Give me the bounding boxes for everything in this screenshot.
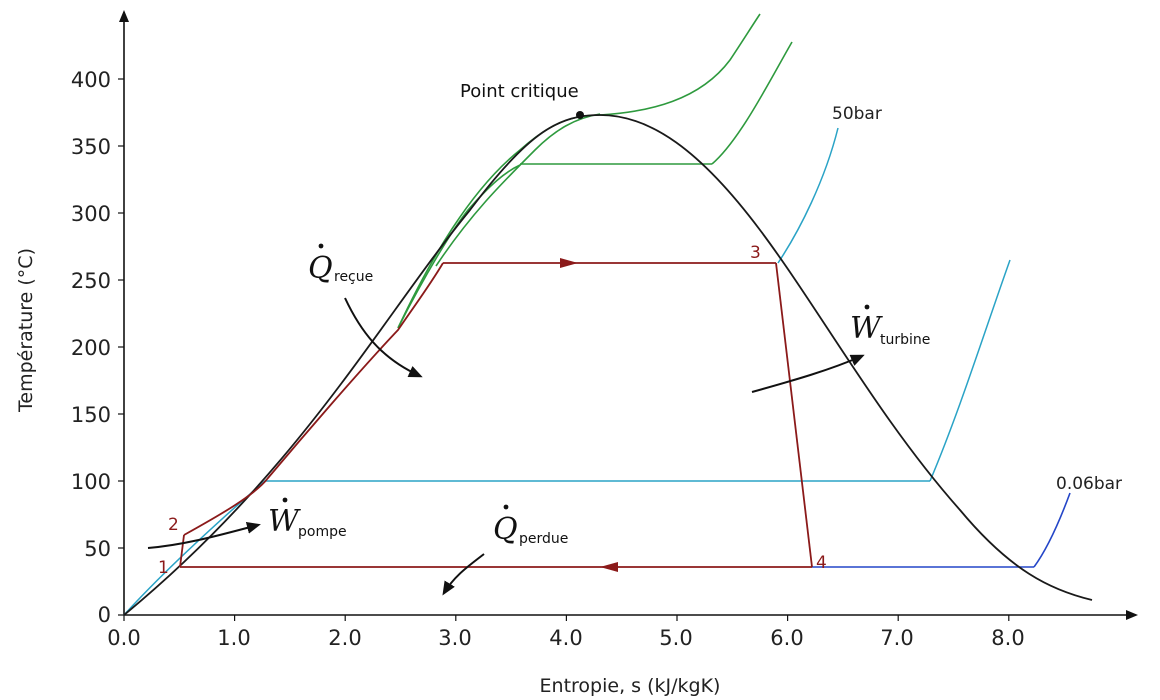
rankine-cycle — [179, 262, 813, 568]
heat-out-subscript: perdue — [519, 531, 568, 547]
x-tick-label: 1.0 — [217, 626, 250, 650]
cycle-heating-curve — [183, 262, 444, 536]
saturation-dome — [123, 114, 1093, 616]
x-tick-label: 8.0 — [991, 626, 1024, 650]
x-tick-label: 2.0 — [328, 626, 361, 650]
y-tick-label: 200 — [71, 336, 111, 360]
pump-work-arrow — [147, 521, 261, 549]
isobar-vapor-line — [711, 41, 793, 165]
heat-in-arrow — [344, 297, 423, 378]
turbine-work-arrow — [751, 354, 865, 393]
energy-arrows — [147, 297, 865, 596]
y-axis-title: Température (°C) — [15, 248, 37, 413]
turbine-work-symbol: W — [850, 311, 883, 346]
isobar-liquid-line — [397, 164, 521, 329]
cycle-direction-arrow — [600, 562, 618, 572]
pressure-label-high: 50bar — [832, 104, 882, 124]
x-tick-labels: 0.0 1.0 2.0 3.0 4.0 5.0 6.0 7.0 8.0 — [107, 626, 1024, 650]
y-tick-label: 250 — [71, 269, 111, 293]
cycle-direction-arrow — [560, 258, 578, 268]
x-tick-label: 4.0 — [549, 626, 582, 650]
y-tick-label: 150 — [71, 403, 111, 427]
critical-point-label: Point critique — [460, 81, 579, 102]
dot-accent — [282, 497, 288, 503]
x-tick-label: 6.0 — [770, 626, 803, 650]
turbine-work-subscript: turbine — [880, 332, 930, 348]
state-label-2: 2 — [168, 515, 179, 535]
heat-in-label: Q reçue — [308, 243, 373, 286]
isobar-vapor-line — [777, 127, 839, 264]
state-label-1: 1 — [158, 558, 169, 578]
x-tick-label: 7.0 — [880, 626, 913, 650]
tick-marks — [118, 78, 1010, 621]
pump-work-symbol: W — [268, 504, 301, 539]
isobar-liquid-line — [397, 114, 601, 329]
y-tick-label: 350 — [71, 135, 111, 159]
cycle-turbine-line — [775, 262, 813, 568]
isobar-high-pressure — [397, 13, 793, 329]
x-tick-label: 5.0 — [659, 626, 692, 650]
critical-point-marker — [576, 111, 584, 119]
dot-accent — [503, 504, 509, 510]
y-tick-label: 50 — [84, 537, 111, 561]
pump-work-subscript: pompe — [298, 524, 347, 540]
pressure-label-low: 0.06bar — [1056, 474, 1122, 494]
y-tick-label: 400 — [71, 68, 111, 92]
y-tick-label: 300 — [71, 202, 111, 226]
heat-out-symbol: Q — [493, 512, 518, 547]
heat-in-subscript: reçue — [334, 269, 373, 285]
isobar-supercritical-line — [599, 13, 761, 116]
pump-work-label: W pompe — [268, 497, 347, 540]
y-tick-labels: 0 50 100 150 200 250 300 350 400 — [71, 68, 111, 627]
heat-out-arrow — [442, 553, 485, 596]
isobar-low-pressure — [812, 492, 1071, 568]
isobar-vapor-line — [1033, 492, 1071, 568]
y-tick-label: 0 — [98, 603, 111, 627]
cycle-pump-line — [179, 534, 185, 568]
isobar-liquid-line — [435, 113, 601, 267]
turbine-work-label: W turbine — [850, 304, 930, 348]
x-axis-title: Entropie, s (kJ/kgK) — [540, 675, 721, 697]
state-label-4: 4 — [816, 553, 827, 573]
x-tick-label: 0.0 — [107, 626, 140, 650]
axes — [119, 10, 1138, 620]
dot-accent — [864, 304, 870, 310]
state-label-3: 3 — [750, 243, 761, 263]
heat-in-symbol: Q — [308, 251, 333, 286]
x-tick-label: 3.0 — [438, 626, 471, 650]
heat-out-label: Q perdue — [493, 504, 568, 547]
dot-accent — [318, 243, 324, 249]
isobar-vapor-line — [929, 259, 1011, 482]
y-tick-label: 100 — [71, 470, 111, 494]
